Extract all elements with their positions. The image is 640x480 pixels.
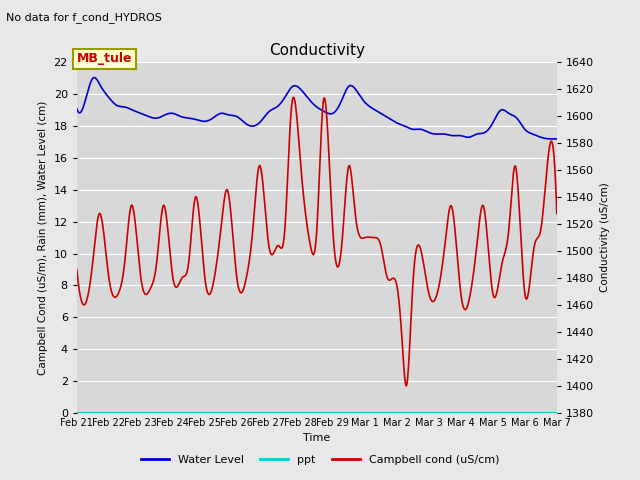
Y-axis label: Campbell Cond (uS/m), Rain (mm), Water Level (cm): Campbell Cond (uS/m), Rain (mm), Water L… — [38, 100, 48, 375]
Text: MB_tule: MB_tule — [77, 52, 132, 65]
Title: Conductivity: Conductivity — [269, 44, 365, 59]
X-axis label: Time: Time — [303, 433, 330, 443]
Text: No data for f_cond_HYDROS: No data for f_cond_HYDROS — [6, 12, 163, 23]
Legend: Water Level, ppt, Campbell cond (uS/cm): Water Level, ppt, Campbell cond (uS/cm) — [136, 451, 504, 469]
Y-axis label: Conductivity (uS/cm): Conductivity (uS/cm) — [600, 183, 610, 292]
